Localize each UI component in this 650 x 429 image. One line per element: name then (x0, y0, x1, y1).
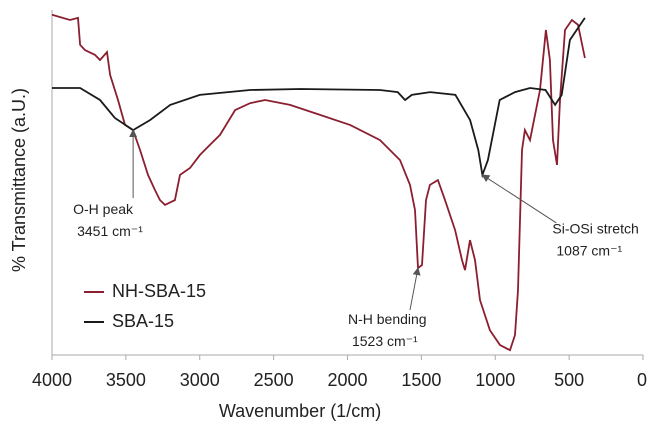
x-axis-title: Wavenumber (1/cm) (219, 401, 381, 421)
legend-label: NH-SBA-15 (112, 281, 206, 301)
annotation-text: O-H peak (73, 201, 134, 217)
annotation-arrow (481, 174, 557, 224)
annotation-text: 3451 cm⁻¹ (77, 223, 143, 239)
x-tick-label: 2500 (254, 370, 294, 390)
x-tick-label: 4000 (32, 370, 72, 390)
x-tick-label: 3000 (180, 370, 220, 390)
series-line (52, 17, 586, 179)
x-tick-label: 3500 (106, 370, 146, 390)
annotation-text: Si-OSi stretch (552, 221, 638, 237)
annotation-text: 1523 cm⁻¹ (352, 333, 418, 349)
y-axis-title: % Transmittance (a.U.) (9, 88, 29, 272)
legend-label: SBA-15 (112, 311, 174, 331)
annotation-arrow (409, 267, 421, 311)
x-tick-label: 500 (554, 370, 584, 390)
x-tick-label: 1500 (401, 370, 441, 390)
annotation-text: 1087 cm⁻¹ (556, 243, 622, 259)
x-tick-label: 1000 (475, 370, 515, 390)
annotation-text: N-H bending (348, 311, 427, 327)
x-tick-label: 0 (637, 370, 647, 390)
x-tick-label: 2000 (327, 370, 367, 390)
